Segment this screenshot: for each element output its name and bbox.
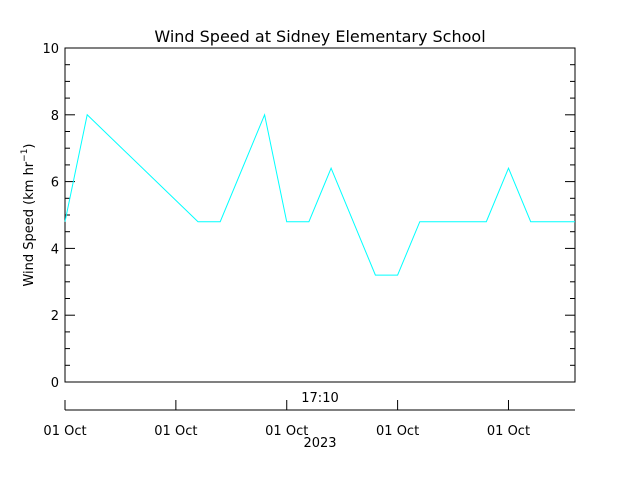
x-tick-label: 01 Oct <box>487 424 530 439</box>
y-axis-label: Wind Speed (km hr−1) <box>20 143 37 286</box>
y-axis-ticks <box>65 47 575 383</box>
y-axis-label-close: ) <box>22 143 37 148</box>
y-tick-label: 4 <box>51 242 59 257</box>
y-tick-label: 6 <box>51 176 59 191</box>
x-tick-label: 01 Oct <box>154 424 197 439</box>
x-axis-ticks <box>64 400 509 410</box>
wind-speed-series-line <box>64 113 575 276</box>
x-axis-center-time-label: 17:10 <box>301 391 338 406</box>
y-tick-label: 10 <box>42 42 59 57</box>
y-axis-tick-labels: 0 2 4 6 8 10 <box>42 42 59 391</box>
y-axis-label-exponent: −1 <box>20 149 30 162</box>
x-axis-year-label: 2023 <box>303 436 336 451</box>
y-tick-label: 2 <box>51 309 59 324</box>
y-tick-label: 8 <box>51 109 59 124</box>
y-tick-label: 0 <box>51 376 59 391</box>
plot-frame <box>64 47 576 383</box>
x-tick-label: 01 Oct <box>265 424 308 439</box>
x-axis-tick-labels: 01 Oct 01 Oct 01 Oct 01 Oct 01 Oct <box>43 424 530 439</box>
chart-title: Wind Speed at Sidney Elementary School <box>154 27 485 46</box>
x-tick-label: 01 Oct <box>376 424 419 439</box>
y-axis-label-text: Wind Speed (km hr <box>22 161 37 286</box>
x-tick-label: 01 Oct <box>43 424 86 439</box>
